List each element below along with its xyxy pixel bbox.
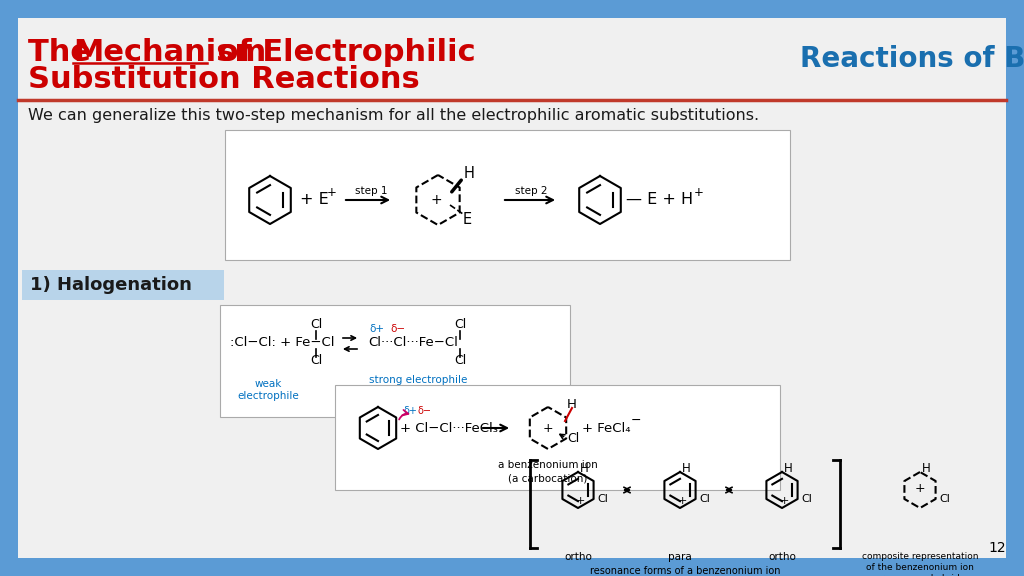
Text: E: E <box>463 212 472 227</box>
FancyBboxPatch shape <box>22 270 224 300</box>
Text: δ+: δ+ <box>370 324 384 334</box>
Text: +: + <box>694 185 703 199</box>
FancyBboxPatch shape <box>18 18 1006 558</box>
Text: H: H <box>922 461 931 475</box>
Text: +: + <box>575 496 585 506</box>
Text: Cl: Cl <box>939 494 950 504</box>
Text: +: + <box>677 496 687 506</box>
Text: of Electrophilic: of Electrophilic <box>207 38 475 67</box>
Text: H: H <box>464 166 475 181</box>
Text: weak
electrophile: weak electrophile <box>238 379 299 401</box>
Text: Cl: Cl <box>567 432 580 445</box>
Text: 1) Halogenation: 1) Halogenation <box>30 276 191 294</box>
Text: Cl···Cl···Fe−Cl: Cl···Cl···Fe−Cl <box>368 336 458 350</box>
Text: step 1: step 1 <box>355 186 387 196</box>
Text: The: The <box>28 38 101 67</box>
Text: +: + <box>327 185 337 199</box>
Text: Cl: Cl <box>310 354 323 367</box>
Text: Reactions of Benzene: Reactions of Benzene <box>800 45 1024 73</box>
Text: + FeCl₄: + FeCl₄ <box>582 422 631 434</box>
Text: Mechanism: Mechanism <box>73 38 266 67</box>
Text: H: H <box>784 461 793 475</box>
Text: We can generalize this two-step mechanism for all the electrophilic aromatic sub: We can generalize this two-step mechanis… <box>28 108 759 123</box>
Text: Cl: Cl <box>699 494 710 504</box>
Text: resonance forms of a benzenonium ion: resonance forms of a benzenonium ion <box>590 566 780 576</box>
Text: H: H <box>567 397 577 411</box>
Text: + Cl−Cl···FeCl₃: + Cl−Cl···FeCl₃ <box>400 422 498 434</box>
Text: :Cl−Cl: + Fe−Cl: :Cl−Cl: + Fe−Cl <box>230 336 335 350</box>
Text: para: para <box>668 552 692 562</box>
Text: δ−: δ− <box>418 406 432 416</box>
FancyBboxPatch shape <box>335 385 780 490</box>
Text: strong electrophile: strong electrophile <box>369 375 467 385</box>
Text: 12: 12 <box>988 541 1006 555</box>
FancyBboxPatch shape <box>225 130 790 260</box>
Text: ortho: ortho <box>564 552 592 562</box>
Text: Cl: Cl <box>597 494 608 504</box>
Text: composite representation
of the benzenonium ion
resonance hybrid: composite representation of the benzenon… <box>862 552 978 576</box>
FancyBboxPatch shape <box>220 305 570 417</box>
Text: + E: + E <box>300 192 329 207</box>
Text: Cl: Cl <box>801 494 812 504</box>
Text: H: H <box>682 461 691 475</box>
Text: δ−: δ− <box>390 324 406 334</box>
Text: ortho: ortho <box>768 552 796 562</box>
Text: Substitution Reactions: Substitution Reactions <box>28 65 420 94</box>
Text: Cl: Cl <box>454 354 466 367</box>
Text: step 2: step 2 <box>515 186 548 196</box>
Text: δ+: δ+ <box>403 406 417 416</box>
Text: +: + <box>914 482 926 495</box>
Text: +: + <box>779 496 788 506</box>
Text: −: − <box>631 414 641 426</box>
Text: a benzenonium ion
(a carbocation): a benzenonium ion (a carbocation) <box>498 460 598 483</box>
Text: +: + <box>430 193 441 207</box>
Text: Cl: Cl <box>310 319 323 332</box>
Text: H: H <box>580 461 589 475</box>
Text: +: + <box>543 422 553 434</box>
Text: — E + H: — E + H <box>626 192 693 207</box>
Text: Cl: Cl <box>454 319 466 332</box>
